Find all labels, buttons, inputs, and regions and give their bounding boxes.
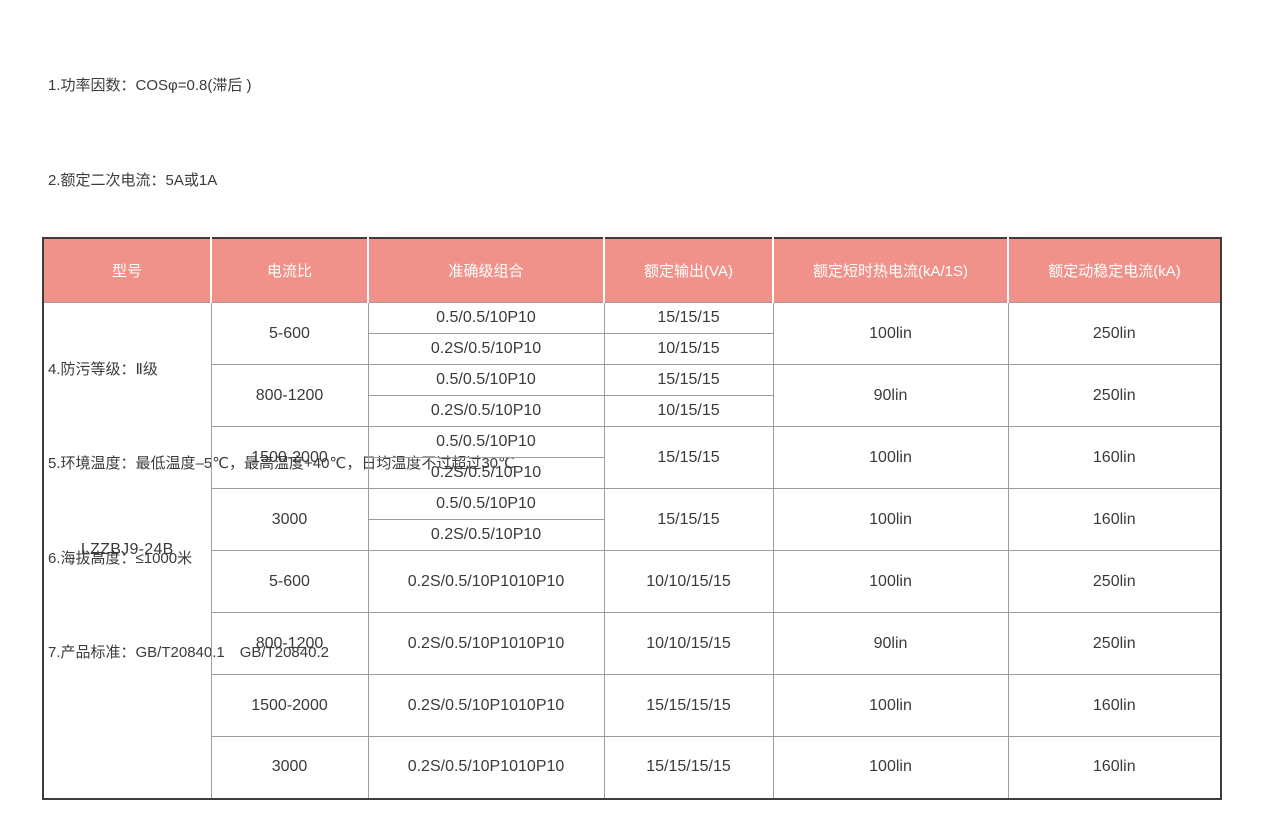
accuracy-cell: 0.2S/0.5/10P10: [367, 457, 605, 489]
thermal-cell: 90lin: [772, 364, 1009, 427]
dynamic-cell: 250lin: [1007, 302, 1222, 365]
output-cell: 10/10/15/15: [603, 612, 774, 675]
output-cell: 10/15/15: [603, 333, 774, 365]
column-header-thermal-current: 额定短时热电流(kA/1S): [772, 238, 1008, 303]
thermal-cell: 100lin: [772, 302, 1009, 365]
output-cell: 10/15/15: [603, 395, 774, 427]
accuracy-cell: 0.2S/0.5/10P10: [367, 519, 605, 551]
accuracy-cell: 0.2S/0.5/10P10: [367, 395, 605, 427]
dynamic-cell: 250lin: [1007, 364, 1222, 427]
dynamic-cell: 160lin: [1007, 488, 1222, 551]
spec-item-power-factor: 1.功率因数：COSφ=0.8(滞后 ): [48, 77, 252, 94]
output-cell: 15/15/15/15: [603, 736, 774, 799]
accuracy-cell: 0.5/0.5/10P10: [367, 364, 605, 396]
table-row: 0.2S/0.5/10P10: [43, 457, 1221, 489]
thermal-cell: 90lin: [772, 612, 1009, 675]
table-body: LZZBJ9-24B 5-600 0.5/0.5/10P10 15/15/15 …: [42, 302, 1222, 799]
ratio-cell: 5-600: [210, 302, 369, 365]
table-row: 3000 0.2S/0.5/10P1010P10 15/15/15/15 100…: [43, 736, 1222, 799]
ratio-cell: 800-1200: [210, 612, 369, 675]
thermal-cell: 100lin: [772, 550, 1009, 613]
accuracy-cell: 0.2S/0.5/10P1010P10: [367, 612, 605, 675]
output-cell: 15/15/15: [603, 302, 774, 334]
table-row: 800-1200 0.5/0.5/10P10 15/15/15 90lin 25…: [43, 364, 1222, 427]
ratio-cell: 1500-2000: [210, 426, 369, 489]
table-row: 5-600 0.2S/0.5/10P1010P10 10/10/15/15 10…: [43, 550, 1222, 613]
dynamic-cell: 160lin: [1007, 426, 1222, 489]
output-cell: 10/10/15/15: [603, 550, 774, 613]
ratio-cell: 3000: [210, 488, 369, 551]
ratio-cell: 1500-2000: [210, 674, 369, 737]
output-cell: 15/15/15: [603, 488, 774, 551]
accuracy-cell: 0.5/0.5/10P10: [367, 426, 605, 458]
product-spec-table: 型号 电流比 准确级组合 额定输出(VA) 额定短时热电流(kA/1S) 额定动…: [42, 237, 1222, 800]
accuracy-cell: 0.2S/0.5/10P1010P10: [367, 674, 605, 737]
thermal-cell: 100lin: [772, 674, 1009, 737]
table-row: 0.2S/0.5/10P10 10/15/15: [43, 333, 1221, 365]
accuracy-cell: 0.5/0.5/10P10: [367, 488, 605, 520]
accuracy-cell: 0.2S/0.5/10P10: [367, 333, 605, 365]
dynamic-cell: 250lin: [1007, 612, 1222, 675]
thermal-cell: 100lin: [772, 736, 1009, 799]
model-cell: LZZBJ9-24B: [42, 302, 212, 799]
dynamic-cell: 250lin: [1007, 550, 1222, 613]
output-cell: 15/15/15/15: [603, 674, 774, 737]
ratio-cell: 3000: [210, 736, 369, 799]
column-header-model: 型号: [43, 238, 211, 303]
column-header-current-ratio: 电流比: [210, 238, 368, 303]
output-cell: 15/15/15: [603, 426, 774, 489]
accuracy-cell: 0.2S/0.5/10P1010P10: [367, 736, 605, 799]
dynamic-cell: 160lin: [1007, 736, 1222, 799]
column-header-rated-output: 额定输出(VA): [603, 238, 773, 303]
ratio-cell: 5-600: [210, 550, 369, 613]
header-row: 型号 电流比 准确级组合 额定输出(VA) 额定短时热电流(kA/1S) 额定动…: [43, 238, 1221, 303]
thermal-cell: 100lin: [772, 426, 1009, 489]
accuracy-cell: 0.5/0.5/10P10: [367, 302, 605, 334]
table-header: 型号 电流比 准确级组合 额定输出(VA) 额定短时热电流(kA/1S) 额定动…: [43, 238, 1221, 303]
table-row: LZZBJ9-24B 5-600 0.5/0.5/10P10 15/15/15 …: [42, 302, 1222, 799]
thermal-cell: 100lin: [772, 488, 1009, 551]
accuracy-cell: 0.2S/0.5/10P1010P10: [367, 550, 605, 613]
table-row: 0.2S/0.5/10P10: [43, 519, 1221, 551]
spec-item-secondary-current: 2.额定二次电流：5A或1A: [48, 171, 218, 189]
table-row: 0.2S/0.5/10P10 10/15/15: [43, 395, 1221, 427]
column-header-accuracy-combo: 准确级组合: [367, 238, 604, 303]
ratio-cell: 800-1200: [210, 364, 369, 427]
dynamic-cell: 160lin: [1007, 674, 1222, 737]
column-header-dynamic-current: 额定动稳定电流(kA): [1007, 238, 1221, 303]
table-row: 800-1200 0.2S/0.5/10P1010P10 10/10/15/15…: [43, 612, 1222, 675]
table-row: 3000 0.5/0.5/10P10 15/15/15 100lin 160li…: [43, 488, 1222, 551]
table-row: 1500-2000 0.2S/0.5/10P1010P10 15/15/15/1…: [43, 674, 1222, 737]
table-row: 1500-2000 0.5/0.5/10P10 15/15/15 100lin …: [43, 426, 1222, 489]
output-cell: 15/15/15: [603, 364, 774, 396]
